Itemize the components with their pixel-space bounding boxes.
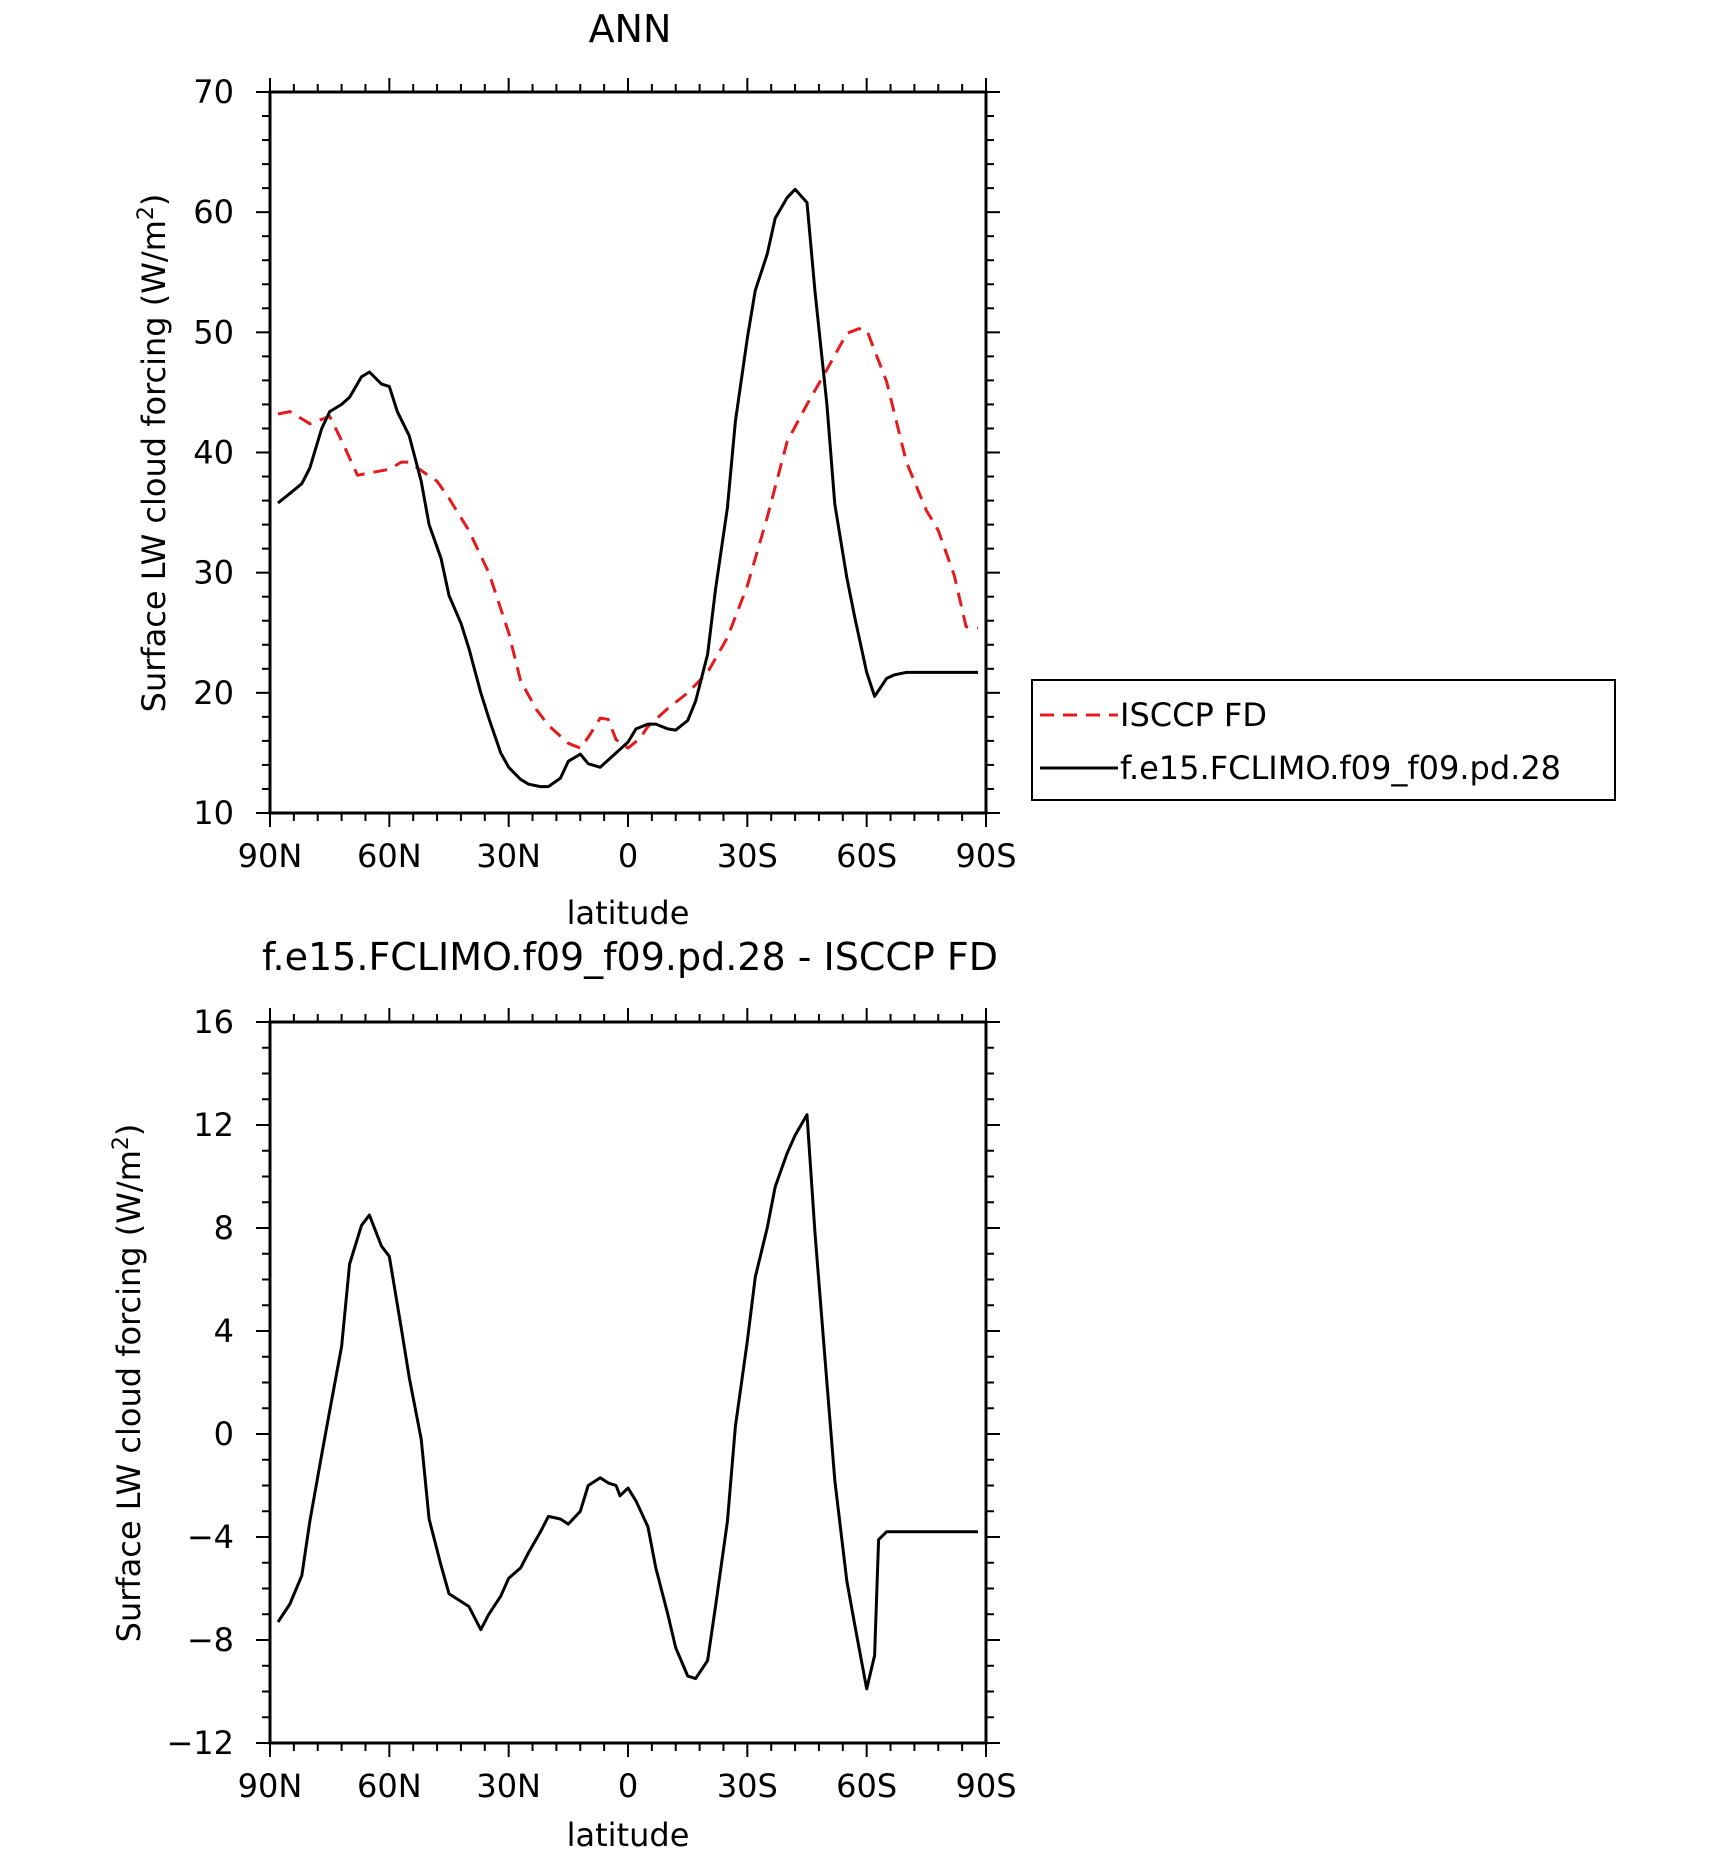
- y-tick-label: 70: [193, 73, 234, 111]
- series-line-isccp-fd: [277, 327, 979, 750]
- bottom-plot-title: f.e15.FCLIMO.f09_f09.pd.28 - ISCCP FD: [262, 935, 998, 979]
- y-tick-label: 0: [214, 1415, 234, 1453]
- x-tick-label: 30N: [476, 1767, 541, 1805]
- x-tick-label: 90N: [238, 837, 303, 875]
- legend-box: [1031, 679, 1616, 801]
- top-axes: 90N 60N 30N 0 30S 60S 90S 10 20 30 40 50 60 70: [193, 73, 1016, 875]
- x-tick-label: 60S: [836, 837, 897, 875]
- y-tick-label: 60: [193, 193, 234, 231]
- x-tick-label: 90N: [238, 1767, 303, 1805]
- x-tick-label: 60N: [357, 1767, 422, 1805]
- x-tick-label: 30N: [476, 837, 541, 875]
- legend-label-isccp: ISCCP FD: [1120, 696, 1267, 734]
- y-tick-label: 16: [193, 1003, 234, 1041]
- bottom-series: [276, 1113, 978, 1691]
- x-tick-label: 90S: [955, 1767, 1016, 1805]
- x-tick-label: 0: [618, 837, 638, 875]
- bottom-y-axis-title: Surface LW cloud forcing (W/m2): [109, 1124, 148, 1643]
- x-tick-label: 30S: [717, 837, 778, 875]
- y-tick-label: −12: [166, 1724, 234, 1762]
- top-plot-frame: [268, 90, 988, 815]
- x-tick-label: 90S: [955, 837, 1016, 875]
- x-tick-label: 0: [618, 1767, 638, 1805]
- y-tick-label: −4: [187, 1518, 234, 1556]
- top-plot-title: ANN: [589, 7, 672, 51]
- y-tick-label: 50: [193, 313, 234, 351]
- y-tick-label: 40: [193, 434, 234, 472]
- y-tick-label: 12: [193, 1106, 234, 1144]
- x-tick-label: 30S: [717, 1767, 778, 1805]
- legend: ISCCP FD f.e15.FCLIMO.f09_f09.pd.28: [1031, 679, 1616, 801]
- y-tick-label: 20: [193, 674, 234, 712]
- series-line-difference: [276, 1113, 978, 1691]
- y-tick-label: 10: [193, 794, 234, 832]
- top-y-axis-title: Surface LW cloud forcing (W/m2): [134, 194, 173, 713]
- legend-label-model: f.e15.FCLIMO.f09_f09.pd.28: [1120, 749, 1561, 787]
- y-tick-label: 8: [214, 1209, 234, 1247]
- x-tick-label: 60N: [357, 837, 422, 875]
- top-series: [277, 187, 979, 789]
- top-x-axis-title: latitude: [567, 894, 690, 932]
- bottom-axes: 90N 60N 30N 0 30S 60S 90S −12 −8 −4 0 4 8 12 16: [166, 1003, 1016, 1805]
- series-line-f-e15-fclimo-f09-f09-pd-28: [277, 187, 978, 789]
- y-tick-label: −8: [187, 1621, 234, 1659]
- y-tick-label: 30: [193, 554, 234, 592]
- y-tick-label: 4: [214, 1312, 234, 1350]
- bottom-panel: f.e15.FCLIMO.f09_f09.pd.28 - ISCCP FD 90…: [109, 935, 1017, 1850]
- bottom-plot-frame: [268, 1020, 988, 1745]
- bottom-x-axis-title: latitude: [567, 1816, 690, 1850]
- x-tick-label: 60S: [836, 1767, 897, 1805]
- top-panel: ANN 90N 60N 30N 0 30S 60S 90S 10 20 30 40 50 60 70 la…: [134, 7, 1616, 932]
